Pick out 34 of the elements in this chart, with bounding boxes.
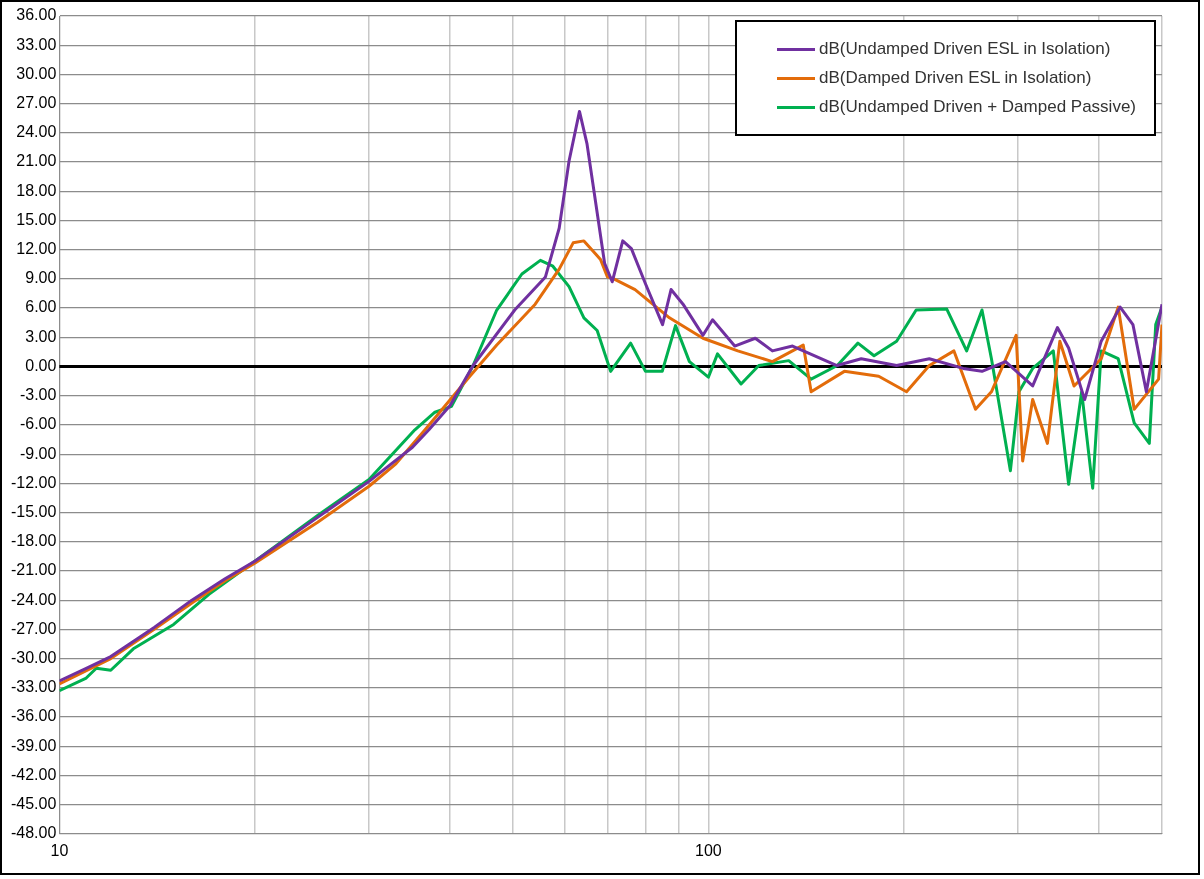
y-tick-label: -39.00 — [10, 736, 57, 754]
y-tick-label: 33.00 — [16, 35, 57, 53]
y-tick-label: 6.00 — [25, 298, 57, 316]
y-tick-label: 18.00 — [16, 181, 57, 199]
y-tick-label: -33.00 — [10, 678, 57, 696]
y-tick-label: 9.00 — [25, 269, 57, 287]
y-tick-label: -27.00 — [10, 619, 57, 637]
y-tick-label: -30.00 — [10, 648, 57, 666]
y-tick-label: 27.00 — [16, 94, 57, 112]
y-tick-label: 30.00 — [16, 64, 57, 82]
y-tick-label: -42.00 — [10, 765, 57, 783]
y-tick-label: 0.00 — [25, 356, 57, 374]
y-tick-label: 12.00 — [16, 240, 57, 258]
y-tick-label: -6.00 — [19, 415, 57, 433]
legend-label: dB(Undamped Driven + Damped Passive) — [818, 97, 1136, 117]
y-tick-label: -21.00 — [10, 561, 57, 579]
y-tick-label: -36.00 — [10, 707, 57, 725]
y-tick-label: 21.00 — [16, 152, 57, 170]
y-tick-label: -15.00 — [10, 502, 57, 520]
x-tick-label: 10 — [50, 841, 69, 859]
y-tick-label: 36.00 — [16, 6, 57, 24]
y-tick-label: -18.00 — [10, 532, 57, 550]
y-tick-label: 24.00 — [16, 123, 57, 141]
y-tick-label: -12.00 — [10, 473, 57, 491]
y-tick-label: 3.00 — [25, 327, 57, 345]
x-tick-label: 100 — [695, 841, 722, 859]
y-tick-label: -45.00 — [10, 795, 57, 812]
y-tick-label: -24.00 — [10, 590, 57, 608]
y-tick-label: -3.00 — [19, 386, 57, 404]
legend-label: dB(Undamped Driven ESL in Isolation) — [818, 39, 1111, 59]
y-tick-label: -9.00 — [19, 444, 57, 462]
y-tick-label: 15.00 — [16, 210, 57, 228]
y-tick-label: -48.00 — [10, 824, 57, 842]
legend-label: dB(Damped Driven ESL in Isolation) — [818, 68, 1092, 88]
